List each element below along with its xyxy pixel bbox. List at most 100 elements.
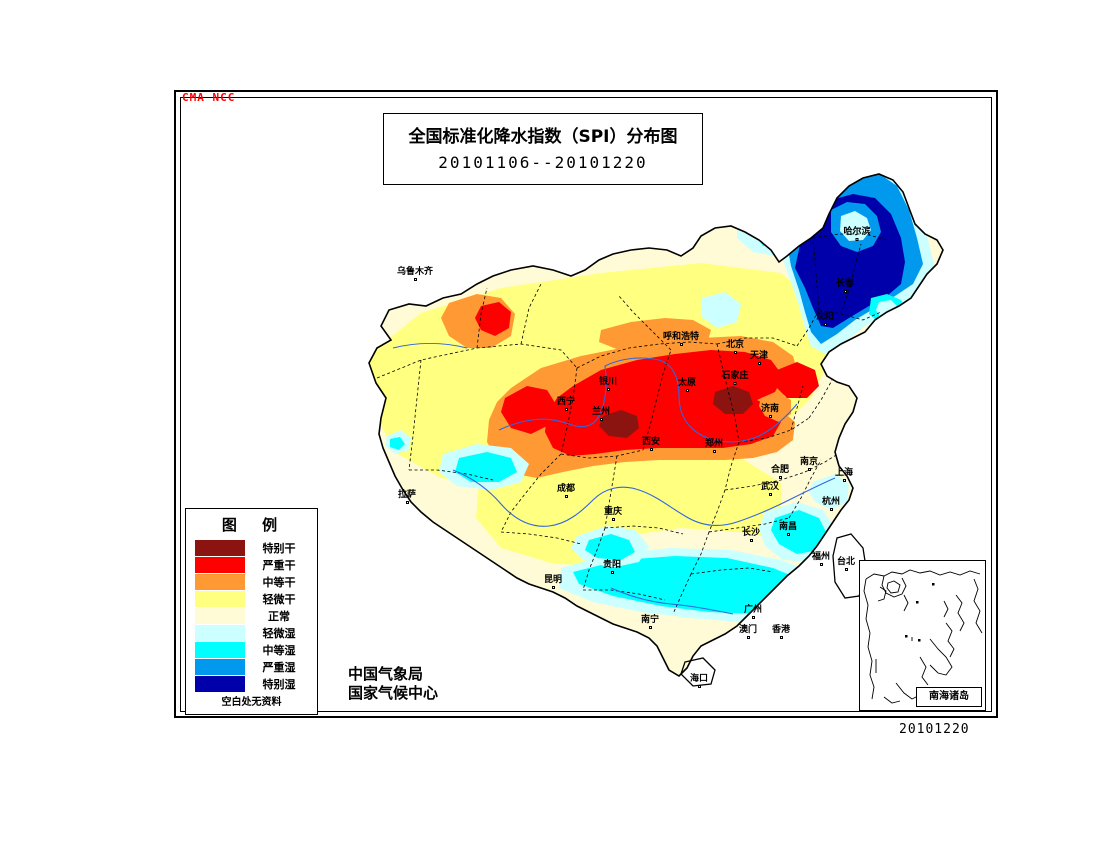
legend-row: 严重干: [186, 556, 317, 573]
city-name: 拉萨: [397, 490, 417, 500]
south-china-sea-inset: 南海诸岛: [859, 560, 986, 711]
legend-label: 轻微干: [262, 592, 296, 606]
city-name: 西安: [641, 437, 661, 447]
city-label: 上海: [835, 469, 853, 482]
city-name: 南京: [799, 457, 819, 467]
city-marker-dot: [779, 636, 783, 639]
city-name: 杭州: [821, 497, 841, 507]
city-label: 杭州: [822, 498, 840, 511]
legend-row: 严重湿: [186, 658, 317, 675]
legend-row: 中等湿: [186, 641, 317, 658]
city-name: 福州: [811, 552, 831, 562]
city-label: 呼和浩特: [663, 333, 699, 346]
city-marker-dot: [843, 290, 847, 293]
legend-label: 特别干: [262, 541, 296, 555]
legend-row: 轻微湿: [186, 624, 317, 641]
attribution: 中国气象局 国家气候中心: [348, 665, 438, 703]
city-name: 乌鲁木齐: [396, 267, 434, 277]
city-label: 沈阳: [816, 313, 834, 326]
city-marker-dot: [405, 501, 409, 504]
city-label: 台北: [837, 558, 855, 571]
city-marker-dot: [733, 382, 737, 385]
legend-swatch: [195, 624, 245, 641]
city-label: 福州: [812, 553, 830, 566]
city-marker-dot: [807, 468, 811, 471]
city-name: 哈尔滨: [843, 227, 871, 237]
city-marker-dot: [746, 636, 750, 639]
city-marker-dot: [749, 539, 753, 542]
city-name: 成都: [556, 484, 576, 494]
legend-swatch: [195, 641, 245, 658]
city-marker-dot: [551, 586, 555, 589]
legend-row: 特别干: [186, 539, 317, 556]
city-name: 石家庄: [721, 371, 749, 381]
legend-label: 严重湿: [262, 660, 296, 674]
city-label: 昆明: [544, 576, 562, 589]
city-label: 南宁: [641, 616, 659, 629]
city-name: 重庆: [603, 507, 623, 517]
legend-label: 中等湿: [262, 643, 296, 657]
city-marker-dot: [786, 533, 790, 536]
legend-swatch: [195, 539, 245, 556]
city-label: 天津: [750, 352, 768, 365]
city-name: 济南: [760, 404, 780, 414]
city-label: 郑州: [705, 440, 723, 453]
inset-label: 南海诸岛: [916, 687, 982, 707]
city-name: 长沙: [741, 528, 761, 538]
city-name: 银川: [598, 377, 618, 387]
city-label: 西安: [642, 438, 660, 451]
city-marker-dot: [606, 388, 610, 391]
city-name: 北京: [725, 340, 745, 350]
city-name: 广州: [743, 605, 763, 615]
city-marker-dot: [855, 238, 859, 241]
city-marker-dot: [685, 389, 689, 392]
legend-box: 图 例 特别干 严重干 中等干 轻微干 正常 轻微湿 中等湿 严重湿 特别湿 空白处无资料: [185, 508, 318, 715]
map-graphic: [368, 173, 944, 687]
city-marker-dot: [610, 571, 614, 574]
city-label: 拉萨: [398, 491, 416, 504]
city-label: 长春: [836, 280, 854, 293]
city-name: 南宁: [640, 615, 660, 625]
city-label: 合肥: [771, 466, 789, 479]
city-label: 长沙: [742, 529, 760, 542]
legend-title: 图 例: [221, 516, 288, 534]
city-label: 贵阳: [603, 561, 621, 574]
title-period: 20101106--20101220: [438, 153, 648, 172]
map-title-box: 全国标准化降水指数（SPI）分布图 20101106--20101220: [383, 113, 703, 185]
city-marker-dot: [413, 278, 417, 281]
hainan-outline: [680, 657, 716, 687]
city-name: 海口: [689, 674, 709, 684]
city-label: 澳门: [739, 626, 757, 639]
legend-swatch: [195, 573, 245, 590]
city-name: 香港: [771, 625, 791, 635]
attribution-line-1: 中国气象局: [348, 665, 424, 683]
city-name: 武汉: [760, 482, 780, 492]
city-name: 昆明: [543, 575, 563, 585]
legend-swatch: [195, 590, 245, 607]
city-marker-dot: [829, 508, 833, 511]
national-boundary: [368, 173, 944, 678]
spi-map: [181, 98, 991, 711]
legend-rows: 特别干 严重干 中等干 轻微干 正常 轻微湿 中等湿 严重湿 特别湿: [186, 539, 317, 692]
city-label: 济南: [761, 405, 779, 418]
legend-label: 特别湿: [262, 677, 296, 691]
city-label: 石家庄: [721, 371, 749, 385]
city-name: 南昌: [778, 522, 798, 532]
city-name: 台北: [836, 557, 856, 567]
city-name: 天津: [749, 351, 769, 361]
city-marker-dot: [564, 408, 568, 411]
city-marker-dot: [697, 685, 701, 688]
outer-frame: [174, 90, 998, 718]
city-name: 郑州: [704, 439, 724, 449]
city-label: 银川: [599, 378, 617, 391]
legend-swatch: [195, 556, 245, 573]
city-label: 南京: [800, 458, 818, 471]
legend-swatch: [195, 607, 245, 624]
city-name: 贵阳: [602, 560, 622, 570]
legend-label: 轻微湿: [262, 626, 296, 640]
legend-row: 轻微干: [186, 590, 317, 607]
city-name: 澳门: [738, 625, 758, 635]
city-name: 太原: [677, 378, 697, 388]
legend-swatch: [195, 658, 245, 675]
city-marker-dot: [599, 418, 603, 421]
